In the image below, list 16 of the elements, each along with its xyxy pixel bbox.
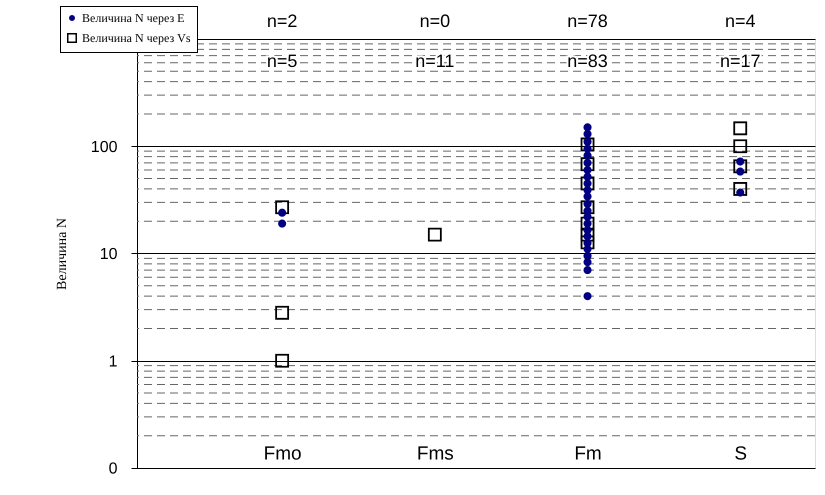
y-tick-label: 100 xyxy=(90,138,118,156)
y-tick-label: 0 xyxy=(108,460,118,478)
text: n=4 xyxy=(724,11,756,31)
y-tick-label: 10 xyxy=(100,246,118,263)
x-tick-label: Fms xyxy=(416,444,454,464)
x-tick-label: Fmo xyxy=(264,444,302,464)
x-tick-label: S xyxy=(734,444,748,464)
text: n=2 xyxy=(266,11,298,31)
text: n=0 xyxy=(420,11,450,31)
y-tick-label: 1 xyxy=(108,353,118,370)
y-axis-title: Величина N xyxy=(54,218,70,290)
text: n=78 xyxy=(567,11,608,31)
legend-label: Величина N через E xyxy=(82,11,185,25)
x-tick-label: Fm xyxy=(574,444,602,464)
legend-label: Величина N через Vs xyxy=(82,31,191,45)
annotation: n=5 xyxy=(266,51,298,71)
